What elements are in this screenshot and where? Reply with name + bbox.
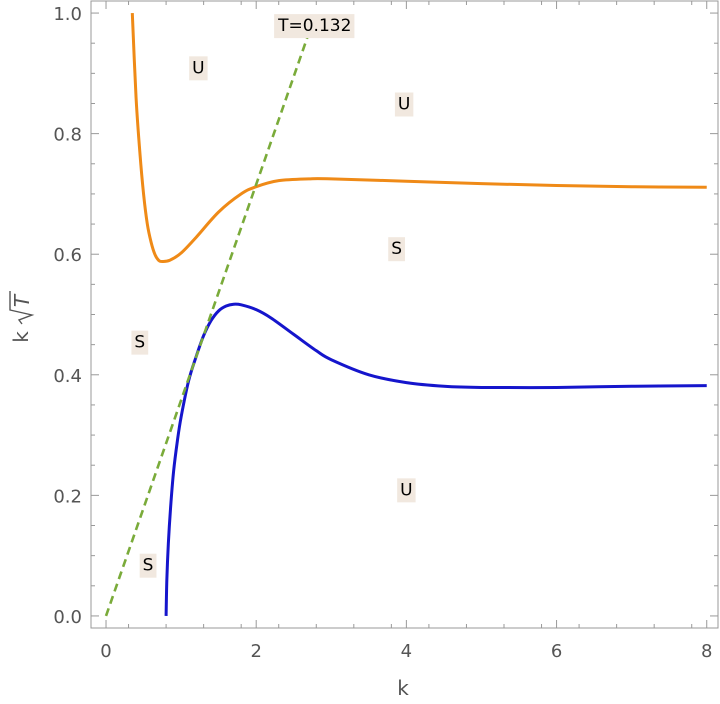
region-label-text: U bbox=[192, 58, 204, 78]
region-label-text: S bbox=[143, 556, 154, 576]
y-axis-label-radicand: T bbox=[10, 293, 34, 307]
annotations: T=0.132 U U S S U S bbox=[131, 14, 416, 578]
region-label: U bbox=[394, 92, 414, 117]
region-label-background bbox=[394, 92, 414, 117]
x-tick-label: 0 bbox=[100, 641, 111, 662]
y-tick-label: 0.4 bbox=[53, 366, 82, 387]
x-axis-label: k bbox=[397, 676, 409, 700]
x-tick-label: 8 bbox=[701, 641, 712, 662]
region-label-background bbox=[388, 237, 406, 262]
ticks bbox=[90, 1, 718, 628]
region-label: U bbox=[397, 478, 416, 503]
y-axis-label: k T bbox=[9, 291, 35, 343]
region-label-background bbox=[139, 553, 157, 578]
region-label: T=0.132 bbox=[274, 14, 355, 39]
green-dashed-line bbox=[104, 15, 316, 617]
y-tick-label: 0.6 bbox=[53, 245, 82, 266]
region-label-text: U bbox=[398, 94, 410, 114]
orange-curve bbox=[130, 12, 707, 263]
region-label: S bbox=[139, 553, 157, 578]
y-tick-label: 0.2 bbox=[53, 486, 82, 507]
y-tick-label: 0.8 bbox=[53, 125, 82, 146]
region-label-text: S bbox=[391, 239, 402, 259]
region-label-background bbox=[397, 478, 416, 503]
sqrt-radical-icon bbox=[9, 291, 35, 325]
region-label-background bbox=[189, 56, 208, 81]
region-label-background bbox=[274, 14, 355, 39]
tick-labels: 0 2 4 6 8 0.0 0.2 0.4 0.6 0.8 1.0 bbox=[53, 4, 712, 662]
region-label: S bbox=[131, 330, 149, 355]
y-tick-label: 1.0 bbox=[53, 4, 82, 25]
y-axis-label-k: k bbox=[9, 331, 33, 343]
region-label: S bbox=[388, 237, 406, 262]
region-label-text: S bbox=[134, 333, 145, 353]
blue-curve bbox=[164, 302, 707, 616]
series-group bbox=[104, 12, 707, 617]
region-label-text: U bbox=[400, 480, 412, 500]
region-label-text: T=0.132 bbox=[277, 16, 351, 36]
x-tick-label: 6 bbox=[551, 641, 562, 662]
x-tick-label: 2 bbox=[250, 641, 261, 662]
x-tick-label: 4 bbox=[401, 641, 412, 662]
region-label: U bbox=[189, 56, 208, 81]
region-label-background bbox=[131, 330, 149, 355]
y-tick-label: 0.0 bbox=[53, 607, 82, 628]
